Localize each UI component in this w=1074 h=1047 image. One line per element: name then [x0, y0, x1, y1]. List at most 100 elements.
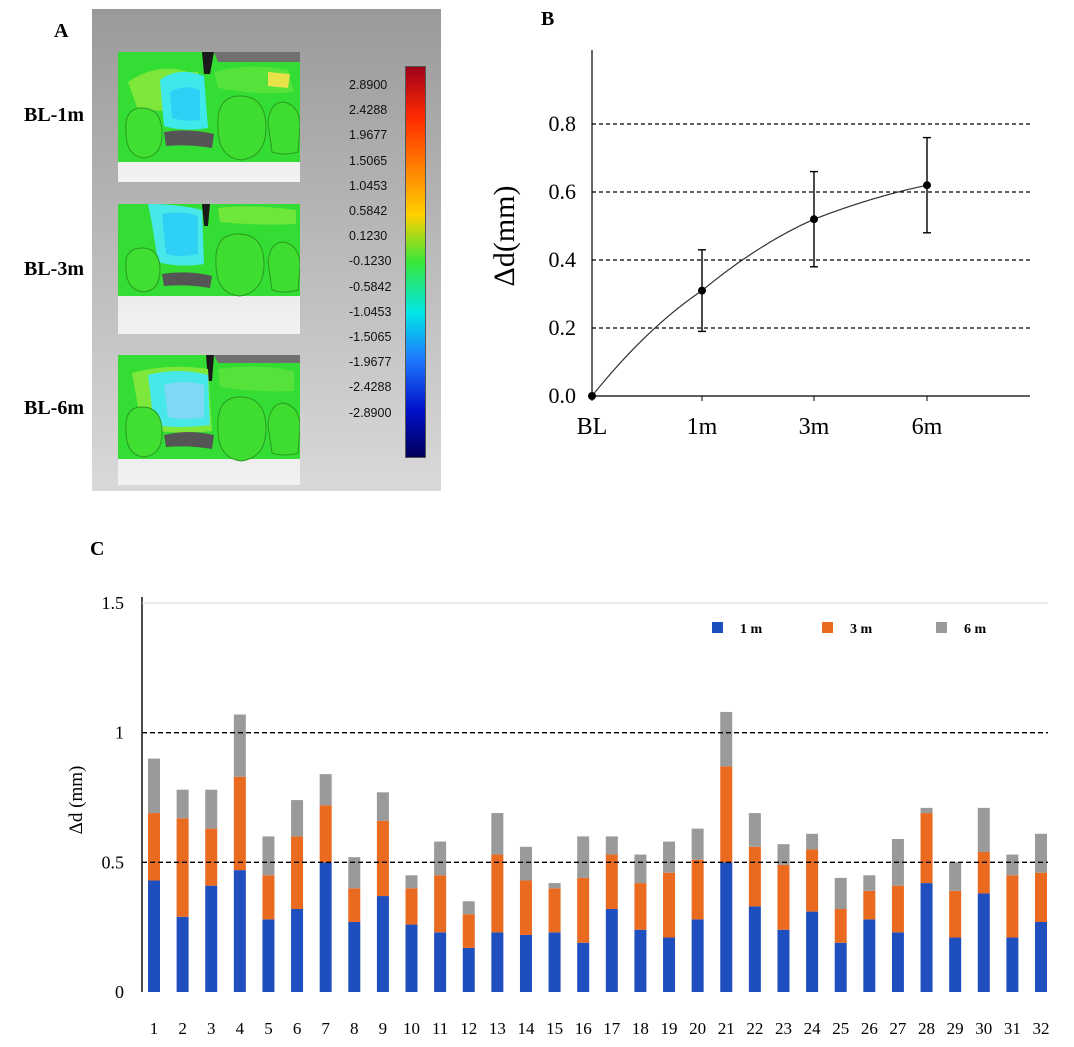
bar-segment-6m: [720, 711, 733, 767]
x-tick-label: 21: [718, 1019, 735, 1038]
bar-segment-1m: [491, 932, 504, 992]
colorbar-tick-label: 0.5842: [349, 204, 388, 218]
bar-segment-6m: [205, 789, 218, 829]
bar-segment-3m: [462, 914, 475, 948]
x-tick-label: 11: [432, 1019, 448, 1038]
bar-segment-1m: [205, 885, 218, 992]
bar-segment-1m: [806, 911, 819, 992]
y-tick-label: 0.0: [549, 383, 577, 408]
bar-segment-6m: [634, 854, 647, 884]
colorbar-tick-label: 2.4288: [349, 103, 388, 118]
bar-segment-1m: [176, 916, 189, 992]
x-tick-label: 17: [603, 1019, 621, 1038]
colorbar-tick-label: 0.1230: [349, 229, 388, 244]
bar-segment-3m: [891, 885, 904, 933]
bar-segment-1m: [891, 932, 904, 992]
bar-segment-3m: [748, 846, 761, 907]
x-tick-label: 31: [1004, 1019, 1021, 1038]
bar-segment-1m: [920, 883, 933, 992]
line-chart: 0.0 0.2 0.4 0.6 0.8 BL 1m 3m 6m Δd(mm): [488, 50, 1030, 440]
bar-segment-1m: [949, 937, 962, 992]
colorbar-tick-label: -0.1230: [349, 254, 392, 269]
bar-segment-3m: [920, 813, 933, 884]
bar-segment-1m: [233, 870, 246, 992]
bar-segment-1m: [376, 896, 389, 992]
bar-segment-3m: [434, 875, 447, 933]
y-tick-label: 0.6: [549, 179, 577, 204]
colorbar-tick-label: -2.8900: [349, 405, 392, 420]
x-tick-label: 22: [746, 1019, 763, 1038]
bar-segment-1m: [148, 880, 160, 992]
bar-segment-6m: [519, 846, 532, 881]
bar-segment-1m: [691, 919, 704, 992]
colorbar-tick-label: -2.4288: [349, 380, 392, 395]
bar-segment-6m: [148, 758, 160, 814]
bar-segment-6m: [262, 836, 275, 876]
bar-segment-1m: [977, 893, 990, 992]
x-tick-label: 12: [460, 1019, 477, 1038]
x-tick-label: 4: [236, 1019, 245, 1038]
bar-segment-6m: [777, 844, 790, 865]
bar-segment-3m: [977, 851, 990, 894]
bar-segment-3m: [777, 864, 790, 930]
bar-segment-3m: [691, 859, 704, 920]
bar-segment-1m: [348, 921, 361, 992]
legend-label: 3 m: [850, 622, 873, 637]
colorbar: [405, 66, 426, 458]
x-tick-label: 1m: [687, 414, 718, 440]
bar-segment-6m: [291, 800, 304, 837]
bar-segment-1m: [405, 924, 418, 992]
bar-segment-6m: [1006, 854, 1019, 876]
bar-segment-1m: [748, 906, 761, 992]
y-tick-label: 1: [115, 723, 124, 743]
bar-segment-1m: [434, 932, 447, 992]
bar-segment-3m: [806, 849, 819, 912]
series-line: [591, 184, 928, 397]
bar-segment-6m: [348, 857, 361, 889]
bar-segment-6m: [176, 789, 189, 819]
bar-segment-1m: [720, 862, 733, 992]
x-tick-label: 30: [975, 1019, 992, 1038]
bar-segment-3m: [1035, 872, 1047, 922]
x-tick-label: 25: [832, 1019, 849, 1038]
bar-segment-1m: [777, 929, 790, 992]
y-tick-label: 0.4: [549, 247, 577, 272]
legend-swatch: [822, 622, 833, 633]
bar-segment-1m: [462, 947, 475, 992]
panel-b-label: B: [541, 8, 555, 30]
x-tick-label: 2: [178, 1019, 187, 1038]
x-tick-label: 7: [321, 1019, 330, 1038]
legend-label: 6 m: [964, 622, 987, 637]
bar-segment-6m: [548, 883, 561, 889]
x-tick-label: 24: [804, 1019, 822, 1038]
bar-segment-3m: [949, 890, 962, 938]
row-label-bl-6m: BL-6m: [24, 397, 84, 419]
bar-segment-3m: [376, 820, 389, 897]
x-tick-label: 6: [293, 1019, 302, 1038]
x-tick-label: 14: [517, 1019, 535, 1038]
bar-segment-6m: [977, 807, 990, 852]
x-tick-label: 28: [918, 1019, 935, 1038]
dental-scan-bl-1m: [118, 52, 300, 182]
bar-segment-6m: [577, 836, 590, 878]
bar-segment-3m: [834, 909, 847, 943]
bar-segment-3m: [262, 875, 275, 920]
x-tick-label: 16: [575, 1019, 592, 1038]
colorbar-tick-label: -1.0453: [349, 304, 392, 319]
y-tick-label: 1.5: [102, 593, 125, 613]
y-axis-label: Δd (mm): [66, 766, 87, 835]
bar-segment-3m: [634, 883, 647, 930]
bar-segment-3m: [663, 872, 676, 938]
bar-segment-1m: [834, 942, 847, 992]
data-point: [698, 286, 706, 295]
bar-segment-6m: [462, 901, 475, 915]
bar-segment-1m: [519, 934, 532, 992]
bar-segment-3m: [405, 888, 418, 925]
bar-segment-3m: [291, 836, 304, 910]
bar-segment-6m: [491, 813, 504, 855]
bar-segment-1m: [1035, 921, 1047, 992]
data-point: [923, 181, 931, 190]
data-point: [588, 392, 596, 400]
y-axis-label: Δd(mm): [488, 186, 521, 287]
bar-segment-1m: [262, 919, 275, 992]
